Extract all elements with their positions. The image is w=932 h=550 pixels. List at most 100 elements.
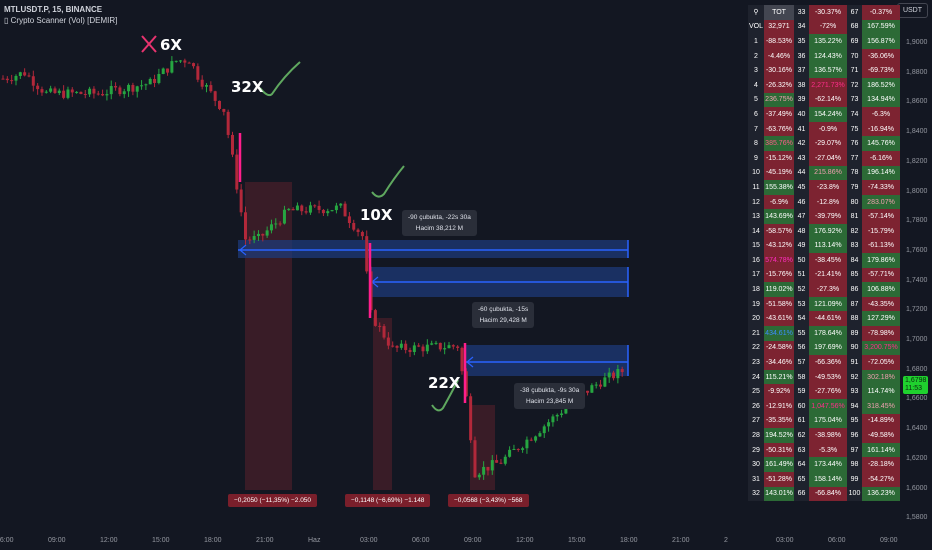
scanner-value: -15.12% bbox=[764, 150, 794, 166]
scanner-value: -30.37% bbox=[809, 5, 847, 20]
price-tick: 1,6400 bbox=[906, 425, 928, 433]
time-tick: 09:00 bbox=[880, 537, 898, 544]
row-index: 79 bbox=[847, 180, 862, 195]
candle bbox=[49, 88, 53, 92]
row-index: 68 bbox=[847, 19, 862, 35]
scanner-value: -12.91% bbox=[764, 399, 794, 414]
row-index: 24 bbox=[748, 369, 764, 385]
tooltip-volume: Hacim 23,845 M bbox=[525, 398, 574, 405]
scanner-table: ⚲ TOT 33 -30.37% 67 -0.37% VOL 32,971 34 -72% 68 16… bbox=[748, 5, 900, 502]
row-index: 40 bbox=[794, 107, 809, 122]
candle bbox=[555, 414, 559, 417]
scanner-value: -38.45% bbox=[809, 253, 847, 268]
scanner-value: 135.22% bbox=[809, 34, 847, 49]
annotation-10x: 10X bbox=[360, 206, 393, 224]
tooltip-1: -90 çubukta, -22s 30a Hacim 38,212 M bbox=[402, 210, 477, 236]
candle bbox=[425, 344, 429, 352]
row-index: 44 bbox=[794, 165, 809, 181]
currency-button[interactable]: USDT bbox=[896, 3, 928, 18]
scanner-value: -36.06% bbox=[862, 48, 900, 64]
candle bbox=[31, 76, 35, 86]
row-index: 84 bbox=[847, 253, 862, 268]
row-index: 2 bbox=[748, 48, 764, 64]
scanner-value: 302.18% bbox=[862, 369, 900, 385]
candle bbox=[447, 345, 451, 349]
time-tick: 21:00 bbox=[256, 537, 274, 544]
time-tick: 09:00 bbox=[48, 537, 66, 544]
time-tick: 03:00 bbox=[776, 537, 794, 544]
scanner-value: -43.35% bbox=[862, 296, 900, 312]
scanner-value: -69.73% bbox=[862, 63, 900, 78]
row-index: 33 bbox=[794, 5, 809, 20]
row-index: 86 bbox=[847, 282, 862, 297]
indicator-title[interactable]: ▯ Crypto Scanner (Vol) [DEMIR] bbox=[4, 16, 118, 25]
candle bbox=[326, 211, 330, 214]
scanner-value: 134.94% bbox=[862, 92, 900, 108]
candle bbox=[88, 88, 92, 95]
scanner-value: 156.87% bbox=[862, 34, 900, 49]
scanner-value: 175.04% bbox=[809, 413, 847, 429]
scanner-value: 115.21% bbox=[764, 369, 794, 385]
scanner-value: 143.69% bbox=[764, 209, 794, 224]
scanner-value: -12.8% bbox=[809, 194, 847, 210]
drop-label-3: −0,0568 (−3,43%) −568 bbox=[448, 494, 529, 507]
scanner-value: -6.9% bbox=[764, 194, 794, 210]
candle bbox=[551, 416, 555, 423]
row-index: 13 bbox=[748, 209, 764, 224]
scanner-value: 434.61% bbox=[764, 326, 794, 341]
row-index: 49 bbox=[794, 238, 809, 254]
scanner-value: -45.19% bbox=[764, 165, 794, 181]
candle bbox=[213, 91, 217, 101]
candle bbox=[386, 337, 390, 346]
candle bbox=[451, 345, 455, 347]
candle bbox=[192, 63, 196, 67]
row-index: 52 bbox=[794, 282, 809, 297]
candle bbox=[105, 94, 109, 96]
row-index: 27 bbox=[748, 413, 764, 429]
drop-zone bbox=[373, 318, 392, 490]
scanner-value: -16.94% bbox=[862, 121, 900, 137]
row-index: 14 bbox=[748, 223, 764, 239]
candle bbox=[408, 350, 412, 353]
scanner-value: 215.86% bbox=[809, 165, 847, 181]
candle bbox=[96, 93, 100, 95]
scanner-value: 196.14% bbox=[862, 165, 900, 181]
scanner-value: -39.79% bbox=[809, 209, 847, 224]
scanner-value: 236.75% bbox=[764, 92, 794, 108]
row-index: 83 bbox=[847, 238, 862, 254]
tooltip-bars: -90 çubukta, -22s 30a bbox=[408, 214, 471, 221]
row-index: 21 bbox=[748, 326, 764, 341]
scanner-value: -57.71% bbox=[862, 267, 900, 283]
candle bbox=[295, 205, 299, 211]
row-index: 88 bbox=[847, 311, 862, 327]
scanner-value: 179.86% bbox=[862, 253, 900, 268]
candle bbox=[23, 72, 27, 76]
price-tick: 1,6200 bbox=[906, 454, 928, 462]
scanner-value: -51.58% bbox=[764, 296, 794, 312]
candle bbox=[92, 88, 96, 94]
scanner-value: 32,971 bbox=[764, 19, 794, 35]
candle bbox=[421, 346, 425, 352]
price-tick: 1,7400 bbox=[906, 276, 928, 284]
candle bbox=[434, 342, 438, 344]
candle bbox=[352, 222, 356, 230]
candle bbox=[300, 205, 304, 212]
tooltip-volume: Hacim 38,212 M bbox=[415, 225, 464, 232]
scanner-value: 2,271.73% bbox=[809, 77, 847, 93]
scanner-value: -44.61% bbox=[809, 311, 847, 327]
scanner-value: 3,200.75% bbox=[862, 340, 900, 356]
candle bbox=[330, 210, 334, 212]
candle bbox=[44, 91, 48, 93]
annotation-6x: 6X bbox=[160, 36, 183, 54]
candle bbox=[148, 78, 152, 85]
scanner-value: -50.31% bbox=[764, 442, 794, 458]
price-tick: 1,8000 bbox=[906, 187, 928, 195]
liquidity-zone bbox=[238, 240, 628, 258]
row-index: 92 bbox=[847, 369, 862, 385]
row-index: 32 bbox=[748, 486, 764, 502]
row-index: 41 bbox=[794, 121, 809, 137]
row-index: 16 bbox=[748, 253, 764, 268]
symbol-title[interactable]: MTLUSDT.P, 15, BINANCE bbox=[4, 5, 103, 14]
row-index: 78 bbox=[847, 165, 862, 181]
